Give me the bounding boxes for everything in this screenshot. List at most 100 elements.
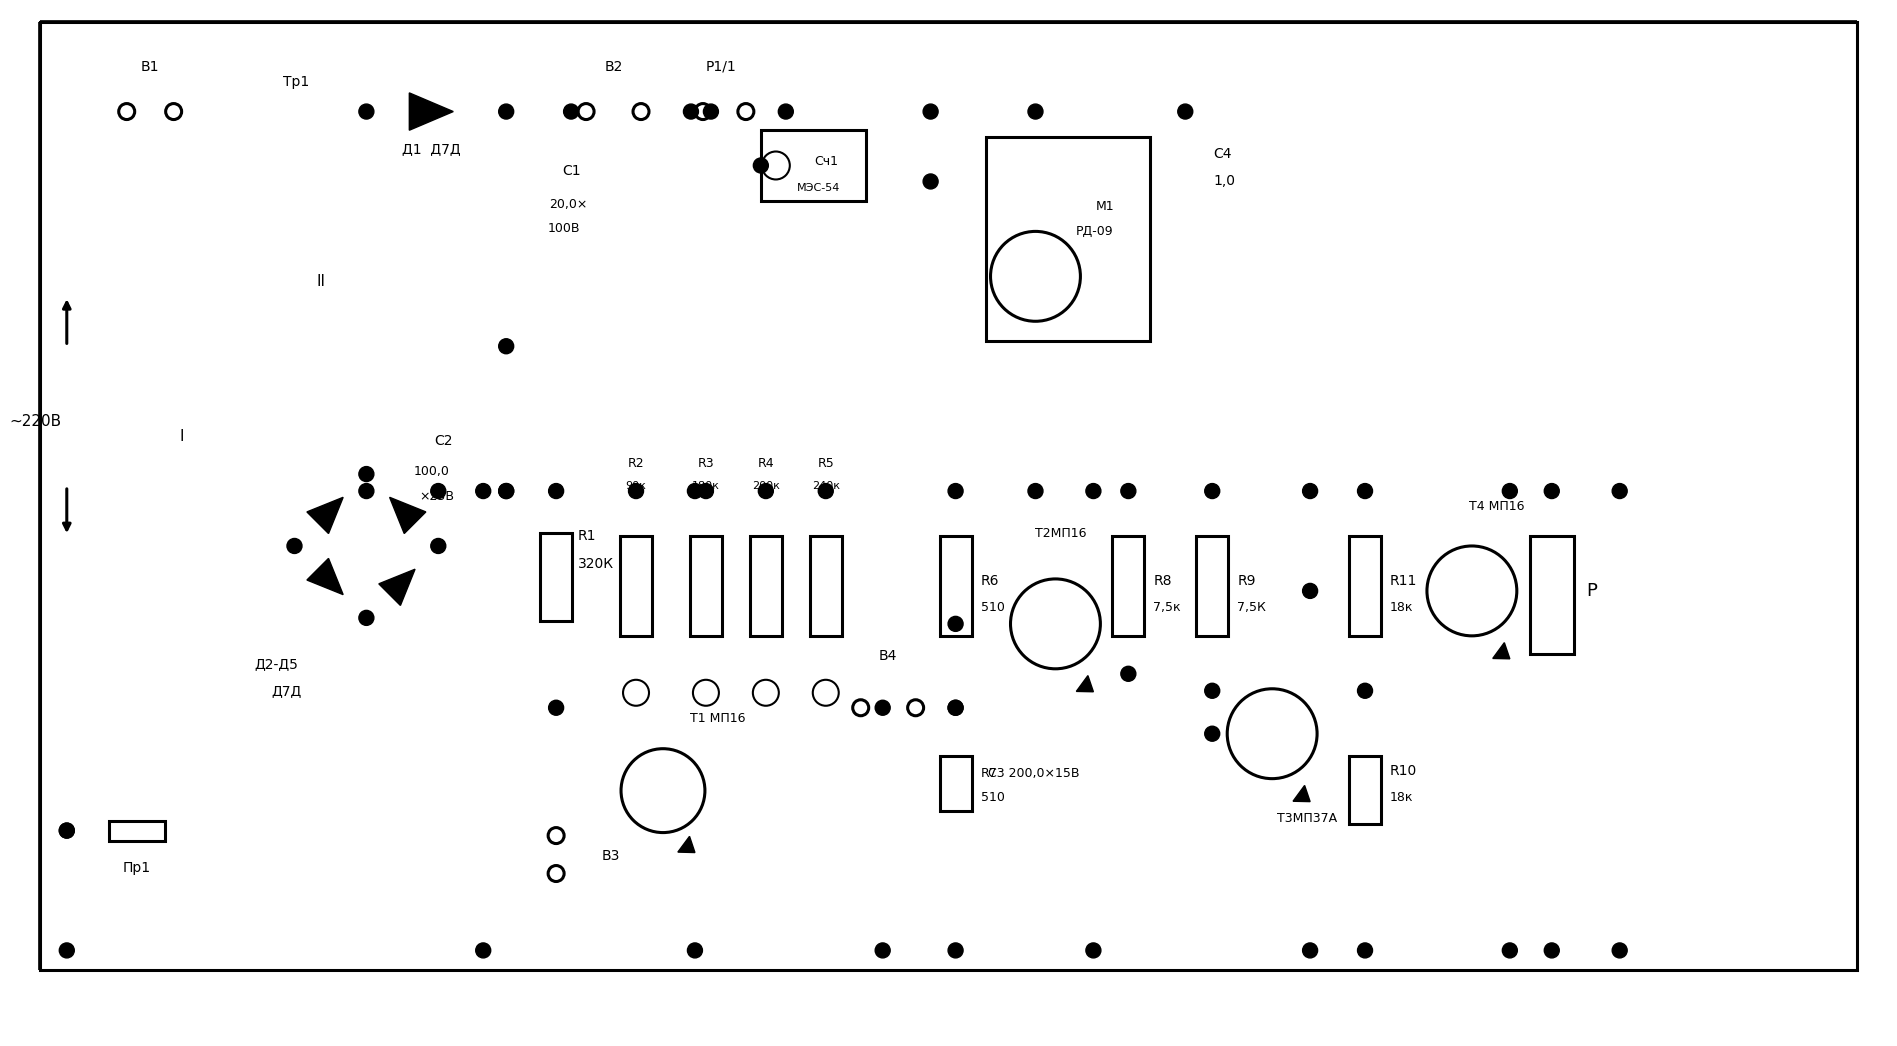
Bar (620, 536, 653, 636)
Circle shape (1085, 483, 1100, 499)
Text: R2: R2 (628, 457, 645, 470)
Text: 240к: 240к (812, 481, 840, 491)
Bar (541, 533, 573, 621)
Text: Т4 МП16: Т4 МП16 (1468, 500, 1525, 513)
Polygon shape (410, 93, 453, 131)
Text: Пр1: Пр1 (123, 861, 150, 874)
Circle shape (1544, 942, 1559, 958)
Polygon shape (389, 497, 425, 533)
Circle shape (548, 483, 563, 499)
Bar (1197, 536, 1227, 636)
Polygon shape (307, 559, 343, 594)
Bar (1112, 536, 1144, 636)
Polygon shape (1294, 786, 1311, 801)
Circle shape (628, 483, 643, 499)
Text: ×25В: ×25В (419, 490, 453, 502)
Circle shape (1205, 726, 1220, 742)
Text: R3: R3 (698, 457, 715, 470)
Text: Т1 МП16: Т1 МП16 (691, 712, 746, 725)
Text: Т2МП16: Т2МП16 (1034, 527, 1087, 541)
Circle shape (1303, 483, 1318, 499)
Circle shape (286, 539, 302, 553)
Text: 20,0×: 20,0× (548, 198, 588, 211)
Circle shape (1612, 483, 1628, 499)
Circle shape (1544, 483, 1559, 499)
Circle shape (683, 104, 698, 119)
Circle shape (1612, 942, 1628, 958)
Circle shape (1358, 683, 1373, 699)
Bar (749, 536, 782, 636)
Circle shape (499, 483, 514, 499)
Text: 100,0: 100,0 (414, 464, 450, 478)
Circle shape (563, 104, 579, 119)
Circle shape (1178, 104, 1193, 119)
Circle shape (948, 483, 964, 499)
Text: 7,5к: 7,5к (1153, 601, 1182, 614)
Circle shape (1205, 683, 1220, 699)
Text: 100В: 100В (548, 222, 580, 235)
Circle shape (359, 611, 374, 626)
Circle shape (476, 483, 491, 499)
Text: I: I (180, 429, 184, 444)
Text: Д1  Д7Д: Д1 Д7Д (402, 142, 461, 157)
Text: Р: Р (1586, 582, 1597, 600)
Text: II: II (317, 274, 326, 289)
Circle shape (1303, 584, 1318, 598)
Bar (761, 130, 865, 202)
Text: В4: В4 (878, 649, 897, 663)
Text: В3: В3 (601, 848, 620, 863)
Circle shape (1502, 942, 1518, 958)
Circle shape (1358, 483, 1373, 499)
Circle shape (59, 823, 74, 838)
Circle shape (1028, 483, 1043, 499)
Polygon shape (307, 497, 343, 533)
Polygon shape (1076, 676, 1093, 691)
Polygon shape (677, 837, 694, 852)
Circle shape (875, 942, 890, 958)
Circle shape (687, 942, 702, 958)
Text: 180к: 180к (692, 481, 719, 491)
Bar (691, 536, 723, 636)
Circle shape (753, 158, 768, 173)
Text: 18к: 18к (1391, 601, 1413, 614)
Text: 510: 510 (981, 791, 1004, 804)
Text: R9: R9 (1237, 574, 1256, 588)
Text: 1,0: 1,0 (1214, 175, 1235, 188)
Text: Р1/1: Р1/1 (706, 60, 736, 73)
Circle shape (359, 467, 374, 481)
Text: R10: R10 (1391, 764, 1417, 777)
Circle shape (499, 483, 514, 499)
Text: R6: R6 (981, 574, 1000, 588)
Circle shape (1502, 483, 1518, 499)
Text: Т3МП37А: Т3МП37А (1277, 812, 1337, 825)
Text: III: III (315, 508, 328, 523)
Text: С2: С2 (434, 434, 453, 448)
Circle shape (948, 942, 964, 958)
Polygon shape (1493, 642, 1510, 659)
Circle shape (687, 483, 702, 499)
Text: Д2-Д5: Д2-Д5 (254, 657, 298, 670)
Text: В1: В1 (140, 60, 159, 73)
Bar (939, 536, 971, 636)
Circle shape (875, 700, 890, 715)
Circle shape (1358, 942, 1373, 958)
Circle shape (924, 104, 939, 119)
Bar (1349, 536, 1381, 636)
Circle shape (359, 483, 374, 499)
Circle shape (431, 539, 446, 553)
Text: В2: В2 (605, 60, 622, 73)
Circle shape (759, 483, 774, 499)
Bar (1349, 755, 1381, 823)
Circle shape (431, 483, 446, 499)
Text: R8: R8 (1153, 574, 1172, 588)
Text: Сч1: Сч1 (814, 155, 838, 168)
Text: МЭС-54: МЭС-54 (797, 183, 840, 194)
Bar (1529, 536, 1575, 654)
Circle shape (59, 942, 74, 958)
Bar (986, 137, 1150, 341)
Text: ~220В: ~220В (9, 413, 63, 429)
Circle shape (59, 823, 74, 838)
Text: Д7Д: Д7Д (271, 684, 302, 698)
Bar (108, 821, 165, 841)
Circle shape (1205, 483, 1220, 499)
